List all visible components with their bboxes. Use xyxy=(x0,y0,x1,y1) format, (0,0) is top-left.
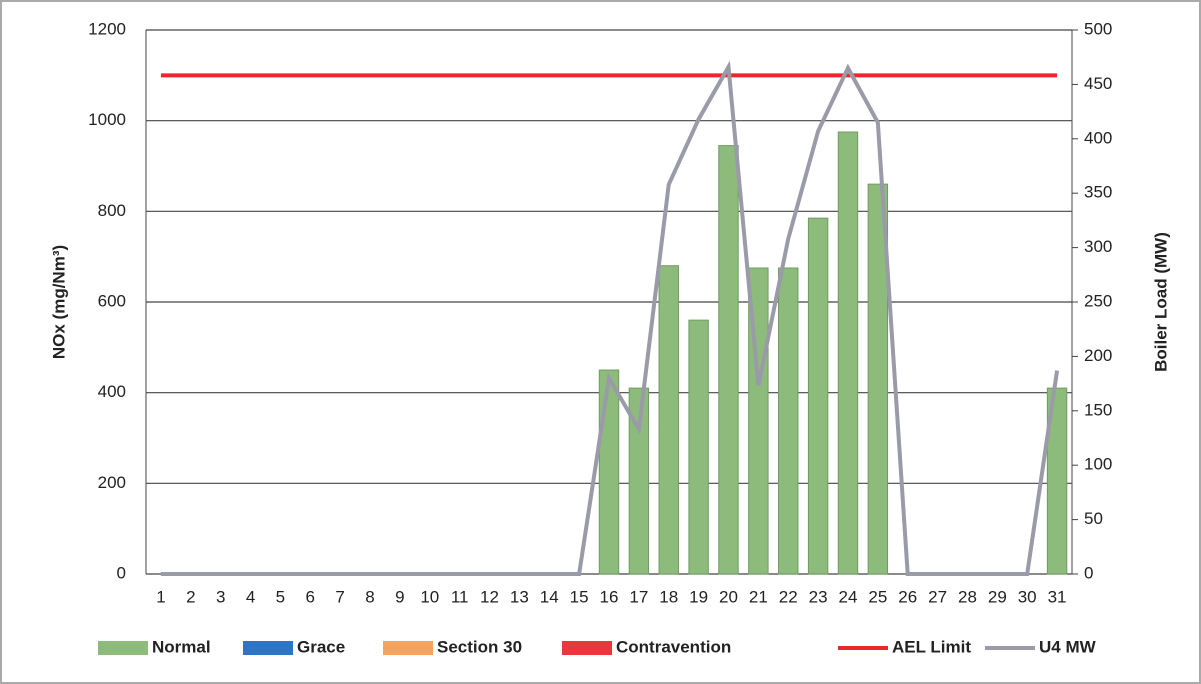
y2-tick-label: 250 xyxy=(1084,291,1112,310)
x-tick-label: 2 xyxy=(186,587,195,606)
x-tick-label: 18 xyxy=(659,587,678,606)
line xyxy=(160,60,1060,576)
x-tick-label: 17 xyxy=(629,587,648,606)
legend-label: Grace xyxy=(297,637,345,656)
bar xyxy=(628,387,650,575)
bar xyxy=(778,267,799,575)
x-tick-label: 15 xyxy=(570,587,589,606)
y2-tick-label: 0 xyxy=(1084,563,1093,582)
x-tick-label: 8 xyxy=(365,587,374,606)
x-tick-label: 9 xyxy=(395,587,404,606)
x-tick-label: 29 xyxy=(988,587,1007,606)
legend-swatch xyxy=(243,641,293,655)
y2-tick-label: 150 xyxy=(1084,400,1112,419)
y2-tick-label: 450 xyxy=(1084,74,1112,93)
bar xyxy=(658,265,679,575)
x-tick-label: 11 xyxy=(451,587,469,606)
y2-tick-label: 400 xyxy=(1084,128,1112,147)
bar xyxy=(598,369,620,575)
legend-swatch xyxy=(383,641,433,655)
x-tick-label: 1 xyxy=(156,587,165,606)
x-tick-label: 27 xyxy=(928,587,947,606)
x-tick-label: 12 xyxy=(480,587,499,606)
y2-tick-label: 100 xyxy=(1084,455,1112,474)
legend-swatch xyxy=(562,641,612,655)
x-tick-label: 3 xyxy=(216,587,225,606)
legend-swatch xyxy=(98,641,148,655)
legend-label: U4 MW xyxy=(1039,637,1097,656)
y2-tick-label: 350 xyxy=(1084,183,1112,202)
x-tick-label: 22 xyxy=(779,587,798,606)
x-tick-label: 13 xyxy=(510,587,529,606)
x-tick-label: 6 xyxy=(306,587,315,606)
y-tick-label: 200 xyxy=(98,473,126,492)
y2-axis-label: Boiler Load (MW) xyxy=(1151,232,1170,372)
y-axis-label: NOx (mg/Nm³) xyxy=(49,245,68,359)
legend-label: AEL Limit xyxy=(892,637,971,656)
x-tick-label: 20 xyxy=(719,587,738,606)
bar xyxy=(807,217,829,575)
x-tick-label: 7 xyxy=(335,587,344,606)
bar xyxy=(867,183,889,575)
x-tick-label: 19 xyxy=(689,587,708,606)
y2-tick-label: 50 xyxy=(1084,509,1103,528)
bar xyxy=(718,145,739,575)
x-tick-label: 30 xyxy=(1018,587,1037,606)
y-tick-label: 1200 xyxy=(88,19,126,38)
x-tick-label: 28 xyxy=(958,587,977,606)
x-tick-label: 31 xyxy=(1048,587,1067,606)
bar xyxy=(837,131,859,575)
x-tick-label: 5 xyxy=(276,587,285,606)
y-tick-label: 400 xyxy=(98,382,126,401)
bar xyxy=(688,319,709,575)
y2-tick-label: 500 xyxy=(1084,19,1112,38)
x-tick-label: 21 xyxy=(749,587,768,606)
x-tick-label: 4 xyxy=(246,587,255,606)
y-tick-label: 1000 xyxy=(88,110,126,129)
x-tick-label: 25 xyxy=(868,587,887,606)
legend-label: Normal xyxy=(152,637,211,656)
legend-label: Contravention xyxy=(616,637,731,656)
y2-tick-label: 300 xyxy=(1084,237,1112,256)
y-tick-label: 800 xyxy=(98,201,126,220)
x-tick-label: 26 xyxy=(898,587,917,606)
y-tick-label: 0 xyxy=(117,563,126,582)
y-tick-label: 600 xyxy=(98,291,126,310)
x-tick-label: 23 xyxy=(809,587,828,606)
bar xyxy=(1046,387,1068,575)
y2-tick-label: 200 xyxy=(1084,346,1112,365)
legend-label: Section 30 xyxy=(437,637,522,656)
x-tick-label: 14 xyxy=(540,587,559,606)
x-tick-label: 10 xyxy=(420,587,439,606)
x-tick-label: 16 xyxy=(600,587,619,606)
x-tick-label: 24 xyxy=(839,587,858,606)
